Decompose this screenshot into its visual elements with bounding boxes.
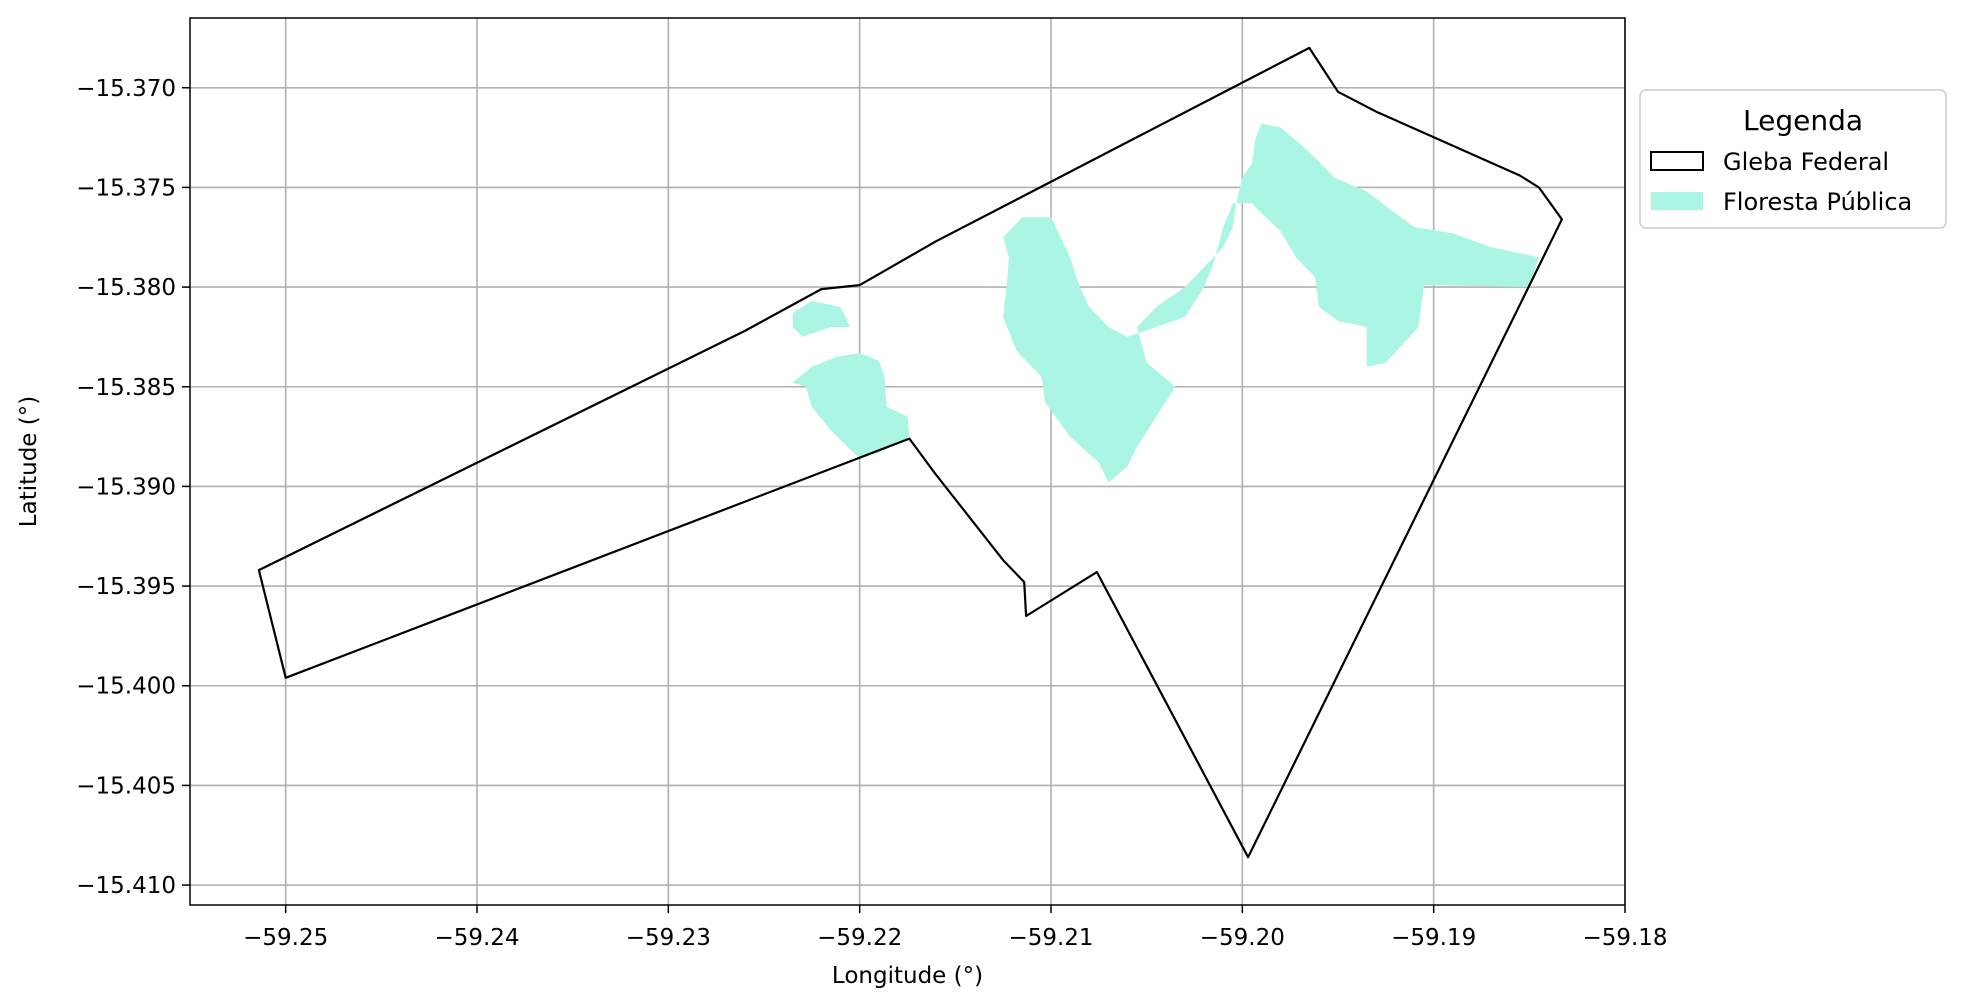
y-tick-label: −15.380 bbox=[76, 275, 176, 301]
legend: Legenda Gleba Federal Floresta Pública bbox=[1639, 89, 1947, 229]
map-layers bbox=[257, 46, 1564, 859]
x-tick-label: −59.22 bbox=[817, 925, 902, 951]
y-tick-label: −15.385 bbox=[76, 375, 176, 401]
legend-swatch-gleba bbox=[1650, 151, 1704, 171]
legend-label-gleba: Gleba Federal bbox=[1723, 148, 1889, 176]
x-axis-title: Longitude (°) bbox=[832, 963, 983, 989]
y-tick-label: −15.410 bbox=[76, 873, 176, 899]
x-tick-label: −59.19 bbox=[1391, 925, 1476, 951]
y-tick-label: −15.405 bbox=[76, 773, 176, 799]
x-tick-label: −59.18 bbox=[1582, 925, 1667, 951]
floresta-publica-area bbox=[792, 352, 910, 459]
x-tick-label: −59.21 bbox=[1008, 925, 1093, 951]
legend-title: Legenda bbox=[1743, 104, 1863, 137]
y-tick-label: −15.390 bbox=[76, 474, 176, 500]
x-tick-label: −59.23 bbox=[626, 925, 711, 951]
x-tick-label: −59.24 bbox=[434, 925, 519, 951]
y-tick-label: −15.400 bbox=[76, 674, 176, 700]
floresta-publica-area bbox=[1003, 123, 1539, 483]
y-tick-label: −15.395 bbox=[76, 574, 176, 600]
grid-lines bbox=[190, 18, 1626, 905]
x-tick-label: −59.20 bbox=[1200, 925, 1285, 951]
legend-label-floresta: Floresta Pública bbox=[1723, 188, 1912, 216]
axis-ticks: −59.25 −59.24 −59.23 −59.22 −59.21 −59.20 −59.… bbox=[76, 76, 1667, 951]
plot-frame bbox=[189, 17, 1626, 906]
y-tick-label: −15.375 bbox=[76, 175, 176, 201]
y-tick-label: −15.370 bbox=[76, 76, 176, 102]
gleba-federal-boundary bbox=[257, 46, 1564, 859]
legend-swatch-floresta bbox=[1651, 192, 1703, 210]
floresta-publica-area bbox=[792, 301, 851, 337]
x-tick-label: −59.25 bbox=[243, 925, 328, 951]
y-axis-title: Latitude (°) bbox=[16, 396, 42, 527]
legend-box bbox=[1639, 89, 1947, 229]
